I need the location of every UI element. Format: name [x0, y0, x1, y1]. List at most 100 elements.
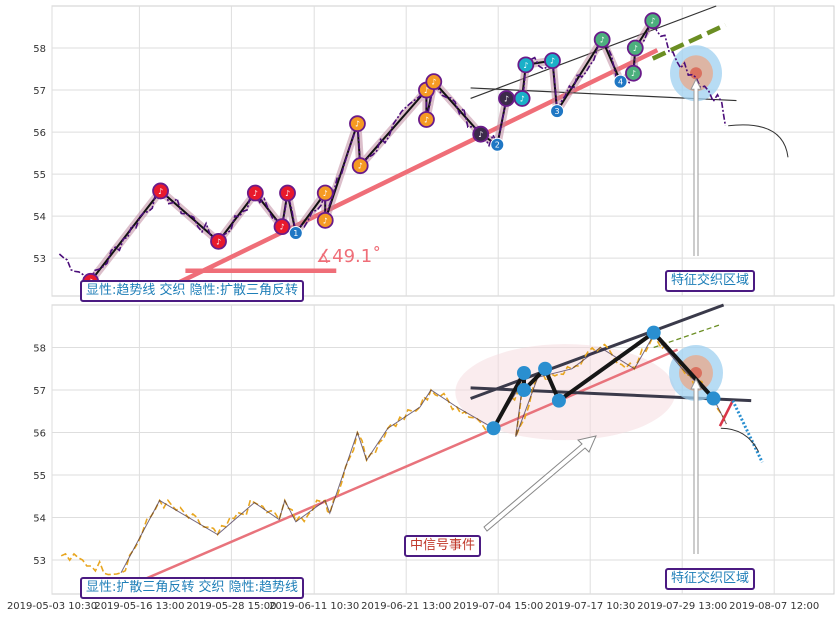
- zone-arrow: [690, 78, 702, 256]
- zigzag-marker: [593, 31, 611, 49]
- forecast-segment-down: [731, 399, 764, 463]
- zigzag-marker-label: ♪: [216, 237, 221, 246]
- zigzag-marker: [351, 157, 369, 175]
- x-tick-label: 2019-07-17 10:30: [545, 601, 635, 612]
- zigzag-marker-label: 4: [618, 78, 623, 87]
- y-tick-label: 53: [33, 556, 46, 567]
- zigzag-marker-label: ♪: [355, 120, 360, 129]
- y-tick-label: 54: [33, 212, 46, 223]
- zigzag-marker-label: ♪: [631, 69, 636, 78]
- zigzag-marker-label: ♪: [504, 94, 509, 103]
- zigzag-marker: [349, 115, 366, 133]
- top-zone-label: 特征交织区域: [665, 270, 756, 292]
- zigzag-marker-label: ♪: [158, 187, 163, 196]
- forecast-line: [651, 22, 727, 61]
- zigzag-marker-label: ♪: [285, 189, 290, 198]
- price-trace: [120, 333, 727, 574]
- zigzag-marker-label: ♪: [633, 44, 638, 53]
- y-tick-label: 56: [33, 429, 46, 440]
- zigzag-marker-label: ♪: [323, 189, 328, 198]
- zigzag-marker-label: ♪: [478, 130, 483, 139]
- x-tick-label: 2019-06-21 13:00: [361, 601, 451, 612]
- y-tick-label: 56: [33, 128, 46, 139]
- zigzag-marker: [472, 125, 490, 143]
- bottom-pattern-label: 显性:扩散三角反转 交织 隐性:趋势线: [80, 577, 305, 599]
- curved-arrow: [728, 124, 789, 158]
- zigzag-marker-label: ♪: [431, 78, 436, 87]
- y-tick-label: 58: [33, 344, 46, 355]
- zigzag-marker-label: ♪: [253, 189, 258, 198]
- zigzag-marker: [418, 111, 435, 128]
- x-tick-label: 2019-05-03 10:30: [7, 601, 97, 612]
- zigzag-marker: [644, 12, 662, 30]
- y-tick-label: 55: [33, 471, 46, 482]
- zigzag-marker-label: ♪: [358, 162, 363, 171]
- plot-frame: [51, 5, 835, 297]
- angle-label: ∡49.1˚: [316, 246, 382, 267]
- top-pattern-label: 显性:趋势线 交织 隐性:扩散三角反转: [80, 280, 305, 302]
- pattern-point: [706, 391, 721, 406]
- zigzag-marker: [288, 225, 303, 240]
- pattern-point: [538, 361, 553, 376]
- zigzag-marker: [550, 104, 565, 119]
- y-tick-label: 53: [33, 254, 46, 265]
- trend-line: [119, 348, 679, 591]
- y-tick-label: 57: [33, 86, 46, 97]
- zigzag-marker-label: ♪: [600, 36, 605, 45]
- y-tick-label: 55: [33, 170, 46, 181]
- zigzag-marker: [316, 211, 334, 229]
- forecast-segment-up: [718, 400, 734, 427]
- zigzag-marker: [490, 137, 505, 152]
- zigzag-marker-label: ♪: [424, 86, 429, 95]
- x-tick-label: 2019-05-16 13:00: [94, 601, 184, 612]
- curved-arrow: [720, 427, 760, 452]
- zigzag-marker-label: 1: [293, 229, 298, 238]
- pattern-point: [646, 325, 661, 340]
- zigzag-marker-label: ♪: [550, 57, 555, 66]
- pattern-point: [516, 366, 531, 380]
- zone-arrow: [690, 377, 702, 554]
- zigzag-marker-label: ♪: [520, 94, 525, 103]
- x-tick-label: 2019-07-29 13:00: [637, 601, 727, 612]
- channel-upper-line: [470, 303, 725, 400]
- bottom-zone-label: 特征交织区域: [665, 568, 756, 590]
- zigzag-marker-label: ♪: [650, 17, 655, 26]
- zigzag-marker-label: ♪: [323, 216, 328, 225]
- zigzag-marker: [152, 182, 169, 200]
- zigzag-marker: [210, 232, 227, 250]
- zigzag-marker: [316, 184, 334, 202]
- zigzag-marker-label: ♪: [523, 61, 528, 70]
- zigzag-marker: [273, 218, 291, 236]
- zigzag-marker-label: 3: [555, 107, 560, 116]
- zigzag-marker: [625, 64, 642, 82]
- signal-arrow: [483, 435, 597, 532]
- x-tick-label: 2019-07-04 15:00: [453, 601, 543, 612]
- price-line: [58, 18, 727, 286]
- zigzag-marker: [279, 184, 296, 202]
- highlight-zone-core: [690, 67, 702, 80]
- zigzag-marker: [513, 90, 531, 107]
- signal-event-label: 中信号事件: [404, 535, 482, 557]
- pattern-point: [486, 421, 501, 436]
- zigzag-marker-label: 2: [495, 141, 500, 150]
- zigzag-marker-label: ♪: [424, 115, 429, 124]
- x-tick-label: 2019-08-07 12:00: [729, 601, 819, 612]
- zigzag-marker: [626, 39, 644, 57]
- zigzag-marker: [613, 74, 628, 89]
- y-tick-label: 57: [33, 386, 46, 397]
- zigzag-marker-label: ♪: [279, 223, 284, 232]
- y-tick-label: 58: [33, 44, 46, 55]
- y-tick-label: 54: [33, 514, 46, 525]
- zigzag-marker: [425, 73, 443, 91]
- zigzag-marker: [517, 56, 535, 74]
- x-tick-label: 2019-05-28 15:00: [186, 601, 276, 612]
- x-tick-label: 2019-06-11 10:30: [269, 601, 359, 612]
- pattern-point: [551, 393, 566, 408]
- zigzag-marker: [246, 184, 264, 202]
- zigzag-marker: [544, 52, 561, 70]
- pattern-point: [516, 383, 531, 397]
